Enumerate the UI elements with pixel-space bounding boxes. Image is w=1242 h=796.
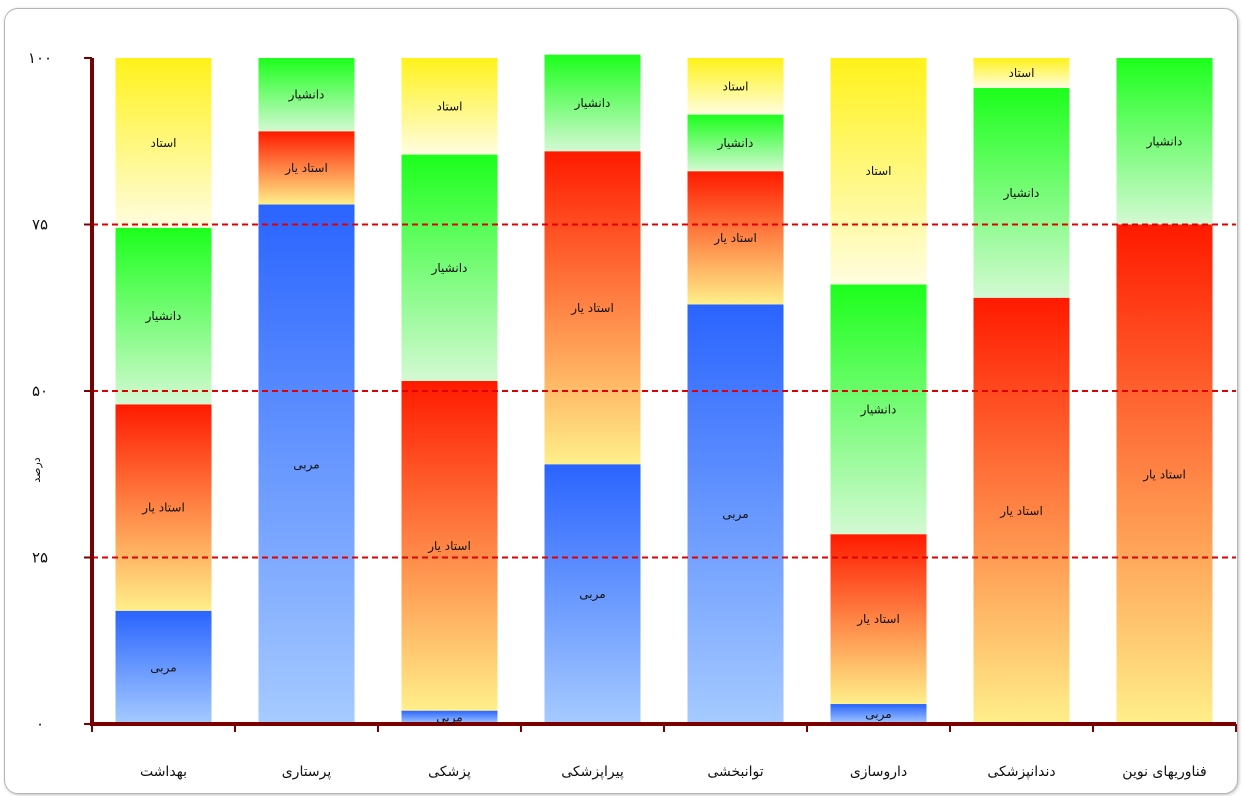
segment-label: مربی [579, 587, 605, 602]
segment-label: استاد [436, 99, 462, 113]
bar-segment [115, 404, 212, 611]
bar-segment [258, 204, 355, 724]
segment-label: استاد یار [856, 612, 900, 627]
bar-segment [830, 534, 927, 705]
bar-segment [973, 87, 1070, 298]
segment-label: استاد یار [999, 504, 1043, 519]
segment-label: دانشیار [431, 261, 468, 276]
x-category-label: پرستاری [282, 764, 332, 780]
y-tick-label: ۰ [36, 715, 44, 733]
segment-label: استاد [865, 164, 891, 178]
segment-label: استاد [722, 79, 748, 93]
segment-label: دانشیار [717, 136, 754, 151]
segment-label: استاد یار [141, 501, 185, 516]
axis-layer: ۰ ۲۵ ۵۰ ۷۵ ۱۰۰ بهداشت پرستاری پزشکی پیراپزشکی توا… [28, 49, 1237, 780]
bar-segment [1116, 224, 1213, 724]
segment-label: دانشیار [145, 309, 182, 324]
segment-label: مربی [436, 710, 462, 725]
bar-segment [687, 304, 784, 724]
y-axis-title: درصد [30, 457, 43, 482]
bar-segment [115, 610, 212, 724]
segment-label: مربی [865, 707, 891, 722]
y-tick-label: ۷۵ [32, 216, 48, 234]
y-tick-label: ۵۰ [32, 382, 48, 400]
x-category-label: داروسازی [850, 764, 907, 780]
segment-label: استاد یار [570, 301, 614, 316]
x-category-label: بهداشت [140, 764, 187, 780]
y-tick-label: ۱۰۰ [28, 49, 52, 67]
bar-segment [830, 284, 927, 535]
bar-segment [401, 710, 498, 724]
bar-segment [830, 58, 927, 285]
bar-segment [401, 381, 498, 711]
bar-segment [544, 151, 641, 465]
segment-label: استاد یار [284, 161, 328, 176]
segment-label: دانشیار [1146, 134, 1183, 149]
segment-label: دانشیار [1003, 186, 1040, 201]
segment-label: استاد [150, 136, 176, 150]
label-layer: مربی استاد یار دانشیار استاد مربی استاد یار دا… [141, 66, 1186, 725]
bar-segment [258, 131, 355, 205]
bar-segment [687, 171, 784, 305]
bar-segment [544, 464, 641, 724]
segment-label: مربی [722, 507, 748, 522]
bar-segment [973, 58, 1070, 88]
segment-label: دانشیار [574, 96, 611, 111]
bar-segment [401, 58, 498, 155]
bar-segment [973, 297, 1070, 724]
segment-label: استاد یار [427, 539, 471, 554]
bar-segment [115, 58, 212, 228]
bar-segment [544, 54, 641, 152]
x-category-label: پیراپزشکی [561, 764, 624, 780]
bars-layer [115, 54, 1213, 724]
x-category-label: دندانپزشکی [987, 764, 1055, 780]
y-tick-label: ۲۵ [32, 549, 48, 567]
x-category-label: پزشکی [428, 764, 471, 780]
bar-segment [401, 154, 498, 382]
segment-label: مربی [293, 457, 319, 472]
segment-label: دانشیار [288, 88, 325, 103]
x-category-label: توانبخشی [707, 764, 763, 780]
grid-layer [92, 223, 1236, 559]
bar-segment [1116, 58, 1213, 225]
bar-segment [687, 114, 784, 172]
segment-label: استاد یار [1142, 467, 1186, 482]
segment-label: استاد یار [713, 231, 757, 246]
bar-segment [115, 227, 212, 405]
segment-label: مربی [150, 660, 176, 675]
bar-segment [830, 704, 927, 724]
x-category-label: فناوریهای نوین [1122, 764, 1206, 780]
bar-segment [687, 58, 784, 115]
bar-segment [258, 58, 355, 132]
segment-label: دانشیار [860, 402, 897, 417]
segment-label: استاد [1008, 66, 1034, 80]
